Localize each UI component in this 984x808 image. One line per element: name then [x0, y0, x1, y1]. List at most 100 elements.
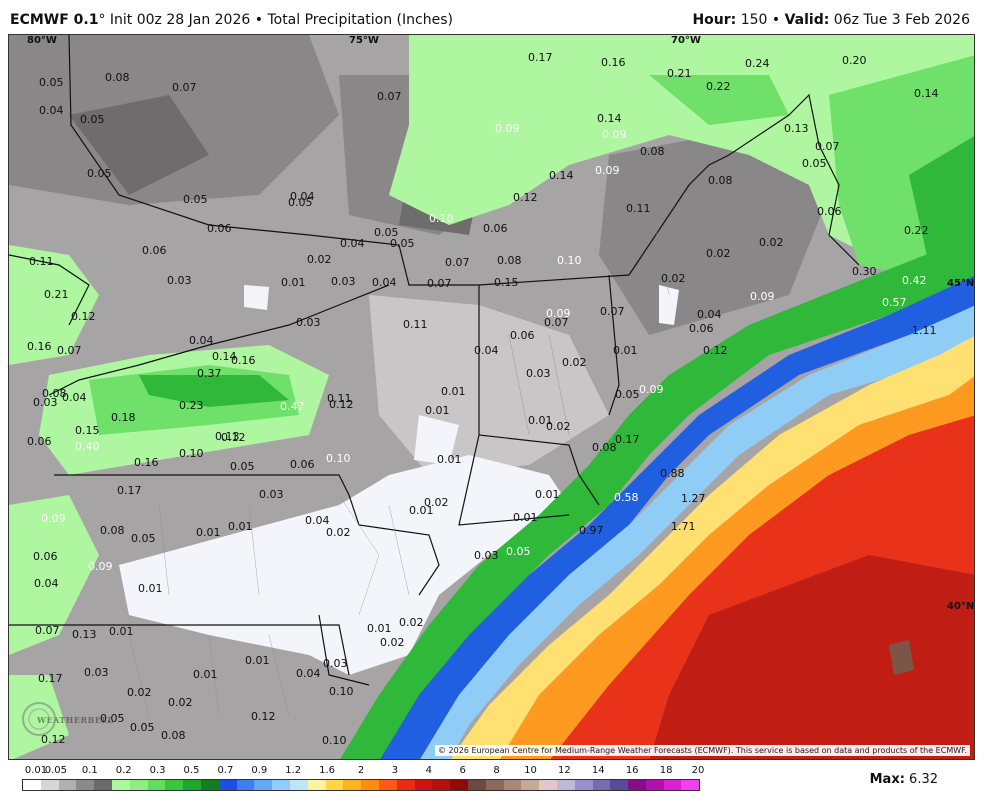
- precip-value-label: 0.06: [142, 245, 167, 256]
- precip-value-label: 0.12: [329, 399, 354, 410]
- precip-value-label: 0.37: [197, 368, 222, 379]
- precip-value-label: 0.03: [331, 276, 356, 287]
- precip-value-label: 0.10: [179, 448, 204, 459]
- legend-color-swatch: [183, 780, 201, 790]
- precip-value-label: 0.06: [27, 436, 52, 447]
- legend-color-swatch: [664, 780, 682, 790]
- precip-value-label: 0.05: [130, 722, 155, 733]
- precip-value-label: 0.02: [759, 237, 784, 248]
- precip-value-label: 0.01: [193, 669, 218, 680]
- precip-value-label: 0.10: [326, 453, 351, 464]
- precip-value-label: 0.01: [409, 505, 434, 516]
- legend-color-swatch: [521, 780, 539, 790]
- title-separator: •: [255, 12, 263, 28]
- precip-value-label: 0.11: [29, 256, 54, 267]
- legend-color-bar: [22, 779, 700, 791]
- precip-value-label: 0.02: [127, 687, 152, 698]
- precip-value-label: 0.17: [615, 434, 640, 445]
- precip-value-label: 0.01: [228, 521, 253, 532]
- precip-value-label: 0.09: [41, 513, 66, 524]
- precip-value-label: 0.01: [513, 512, 538, 523]
- precip-value-label: 0.88: [660, 468, 685, 479]
- precip-value-label: 0.42: [902, 275, 927, 286]
- legend-color-swatch: [23, 780, 41, 790]
- legend-color-swatch: [343, 780, 361, 790]
- valid-time-block: Hour: 150 • Valid: 06z Tue 3 Feb 2026: [692, 12, 970, 28]
- legend-tick-label: 0.1: [82, 765, 98, 776]
- product-name: Total Precipitation (Inches): [267, 12, 453, 28]
- legend-color-swatch: [130, 780, 148, 790]
- max-value-block: Max: 6.32: [870, 772, 938, 787]
- legend-color-swatch: [450, 780, 468, 790]
- legend-color-swatch: [646, 780, 664, 790]
- precip-value-label: 0.03: [296, 317, 321, 328]
- precip-value-label: 0.05: [802, 158, 827, 169]
- precip-value-label: 0.09: [595, 165, 620, 176]
- precip-value-label: 0.05: [506, 546, 531, 557]
- precip-value-label: 0.05: [131, 533, 156, 544]
- legend-tick-label: 18: [660, 765, 673, 776]
- precip-value-label: 0.20: [842, 55, 867, 66]
- precip-value-label: 0.02: [661, 273, 686, 284]
- precip-value-label: 0.02: [546, 421, 571, 432]
- legend-tick-label: 0.2: [116, 765, 132, 776]
- legend-tick-label: 1.2: [285, 765, 301, 776]
- copyright-notice: © 2026 European Centre for Medium-Range …: [435, 745, 970, 756]
- precip-value-label: 0.18: [111, 412, 136, 423]
- precip-value-label: 0.08: [100, 525, 125, 536]
- precip-value-label: 0.01: [138, 583, 163, 594]
- legend-color-swatch: [575, 780, 593, 790]
- valid-value: 06z Tue 3 Feb 2026: [834, 12, 970, 28]
- precip-value-label: 0.05: [288, 197, 313, 208]
- precip-value-label: 0.08: [640, 146, 665, 157]
- precip-value-label: 0.12: [513, 192, 538, 203]
- precip-value-label: 0.01: [613, 345, 638, 356]
- legend-color-swatch: [468, 780, 486, 790]
- precip-value-label: 0.23: [179, 400, 204, 411]
- legend-color-swatch: [94, 780, 112, 790]
- precip-value-label: 0.08: [592, 442, 617, 453]
- precip-value-label: 0.02: [706, 248, 731, 259]
- precip-value-label: 0.03: [259, 489, 284, 500]
- precip-value-label: 1.71: [671, 521, 696, 532]
- precip-value-label: 0.07: [172, 82, 197, 93]
- precip-value-label: 0.06: [483, 223, 508, 234]
- precip-value-label: 0.09: [602, 129, 627, 140]
- precip-value-label: 0.24: [745, 58, 770, 69]
- legend-color-swatch: [41, 780, 59, 790]
- precip-value-label: 0.07: [57, 345, 82, 356]
- precip-value-label: 1.27: [681, 493, 706, 504]
- precip-value-label: 0.04: [62, 392, 87, 403]
- legend-tick-label: 14: [592, 765, 605, 776]
- legend-color-swatch: [415, 780, 433, 790]
- precip-value-label: 0.02: [307, 254, 332, 265]
- precip-value-label: 0.03: [474, 550, 499, 561]
- precip-value-label: 0.04: [305, 515, 330, 526]
- precip-value-label: 0.08: [161, 730, 186, 741]
- legend-color-swatch: [326, 780, 344, 790]
- precip-value-label: 0.30: [852, 266, 877, 277]
- precip-value-label: 0.06: [689, 323, 714, 334]
- precip-value-label: 0.05: [100, 713, 125, 724]
- legend-tick-label: 20: [692, 765, 705, 776]
- precip-value-label: 0.07: [600, 306, 625, 317]
- precip-value-label: 0.04: [296, 668, 321, 679]
- legend-tick-label: 1.6: [319, 765, 335, 776]
- precipitation-legend: 0.01 0.05 0.1 0.2 0.3 0.5 0.7 0.9 1.2 1.6 2 3 4 6 8 10 1…: [22, 765, 702, 795]
- max-value: 6.32: [909, 772, 938, 787]
- degree-symbol: °: [98, 12, 105, 28]
- precip-value-label: 0.15: [494, 277, 519, 288]
- precip-value-label: 0.21: [44, 289, 69, 300]
- precip-value-label: 0.08: [105, 72, 130, 83]
- precip-value-label: 0.01: [437, 454, 462, 465]
- precip-value-label: 0.06: [510, 330, 535, 341]
- precip-value-label: 0.22: [706, 81, 731, 92]
- legend-tick-label: 0.3: [150, 765, 166, 776]
- precip-value-label: 0.07: [544, 317, 569, 328]
- max-label: Max:: [870, 772, 905, 787]
- legend-tick-label: 6: [460, 765, 466, 776]
- legend-color-swatch: [593, 780, 611, 790]
- precip-value-label: 0.01: [441, 386, 466, 397]
- map-title: ECMWF 0.1° Init 00z 28 Jan 2026 • Total …: [10, 12, 453, 28]
- precip-value-label: 0.01: [367, 623, 392, 634]
